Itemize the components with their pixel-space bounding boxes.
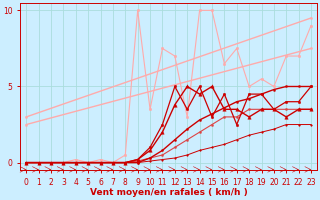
X-axis label: Vent moyen/en rafales ( km/h ): Vent moyen/en rafales ( km/h ) (90, 188, 247, 197)
